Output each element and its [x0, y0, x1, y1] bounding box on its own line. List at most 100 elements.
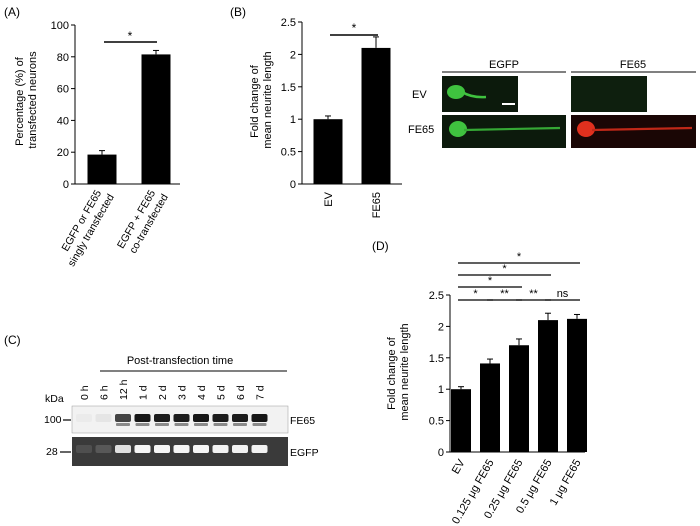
blot-band-fe65-9 — [251, 414, 268, 422]
blot-band-fe65-lower-3 — [135, 423, 150, 426]
chart-d-sig-label-1: * — [502, 263, 507, 275]
chart-a-ytick-label-1: 20 — [57, 147, 69, 159]
blot-lane-label-1: 6 h — [99, 385, 111, 400]
blot-band-fe65-lower-4 — [155, 423, 169, 426]
chart-d-significance: **** ** ** ns — [458, 251, 580, 301]
chart-d-ytick-label-3: 1.5 — [429, 353, 444, 365]
blot-band-fe65-lower-2 — [116, 423, 130, 426]
panel-label-c: (C) — [4, 333, 21, 347]
micrograph-ev-egfp-neurite — [461, 90, 487, 99]
blot-lane-label-2: 12 h — [118, 379, 130, 400]
blot-band-egfp-3 — [134, 445, 151, 453]
blot-lane-label-6: 4 d — [196, 385, 208, 400]
micrograph-row-ev: EV — [412, 89, 427, 101]
blot-band-egfp-2 — [115, 445, 131, 453]
chart-d-sig-label-4: ** — [500, 288, 509, 300]
blot-band-fe65-lower-6 — [194, 423, 208, 426]
chart-b-ytick-label-4: 2 — [290, 49, 296, 61]
blot-band-fe65-7 — [212, 414, 229, 422]
blot-band-fe65-8 — [232, 414, 248, 422]
blot-band-egfp-4 — [154, 445, 170, 453]
chart-a-ylabel-line1: Percentage (%) of — [14, 56, 26, 146]
panel-label-d: (D) — [372, 239, 389, 253]
chart-b-bar-0 — [313, 119, 343, 184]
blot-kda-label: kDa — [45, 393, 64, 405]
chart-b: 0 0.5 1 1.5 2 2.5 EV FE65 — [281, 17, 402, 218]
blot-band-fe65-6 — [193, 414, 209, 422]
chart-d-ytick-label-4: 2 — [438, 321, 444, 333]
chart-a-ylabel-line2: transfected neurons — [27, 51, 39, 149]
chart-d-bar-3 — [538, 320, 558, 452]
chart-d-bar-4 — [567, 318, 587, 452]
blot-band-fe65-3 — [134, 414, 151, 422]
chart-d-sig-label-0: * — [517, 251, 522, 263]
chart-b-ytick-label-3: 1.5 — [281, 82, 296, 94]
blot-band-fe65-lower-5 — [174, 423, 189, 426]
micrograph-col-egfp: EGFP — [489, 59, 519, 71]
chart-d-xtick-label-0: EV — [450, 457, 468, 476]
blot-band-fe65-2 — [115, 414, 131, 422]
chart-b-sig-star: * — [352, 21, 357, 35]
blot-band-egfp-5 — [173, 445, 190, 453]
blot-lane-label-8: 6 d — [235, 385, 247, 400]
chart-a-xtick-1: EGFP or FE65 singly transfected — [54, 185, 117, 268]
chart-d-ytick-label-1: 0.5 — [429, 416, 444, 428]
blot-lane-label-9: 7 d — [255, 385, 267, 400]
blot-band-fe65-lower-8 — [233, 423, 247, 426]
panel-label-a: (A) — [4, 5, 20, 19]
blot-band-fe65-lower-7 — [213, 423, 228, 426]
micrograph-fe65-fe65-neurite — [591, 126, 693, 132]
chart-d-bar-0 — [451, 389, 471, 452]
blot-lane-labels: 0 h 6 h 12 h 1 d 2 d 3 d 4 d 5 d 6 d 7 d — [79, 379, 267, 400]
chart-d-ytick-label-0: 0 — [438, 447, 444, 459]
blot-lane-label-3: 1 d — [138, 385, 150, 400]
micrograph-grid: EGFP FE65 EV FE65 — [408, 59, 696, 148]
micrograph-row-fe65: FE65 — [408, 124, 434, 136]
chart-d-sig-label-3: * — [473, 288, 478, 300]
blot-bands — [76, 414, 268, 453]
chart-a-bar-0 — [87, 154, 117, 184]
chart-a-ytick-label-0: 0 — [63, 179, 69, 191]
blot-lane-label-0: 0 h — [79, 385, 91, 400]
blot-label-egfp: EGFP — [290, 447, 319, 459]
blot-lane-label-7: 5 d — [216, 385, 228, 400]
chart-a-ytick-label-2: 40 — [57, 115, 69, 127]
blot-marker-28: 28 — [46, 446, 58, 458]
micrograph-fe65-egfp-neurite — [463, 126, 561, 132]
chart-a: 0 20 40 60 80 100 — [51, 20, 180, 191]
chart-b-ytick-label-2: 1 — [290, 114, 296, 126]
chart-a-ytick-label-3: 60 — [57, 84, 69, 96]
micrograph-ev-egfp-soma — [447, 85, 465, 99]
chart-d-ylabel-line1: Fold change of — [386, 336, 398, 410]
chart-a-bar-1 — [141, 54, 171, 184]
blot-title: Post-transfection time — [127, 355, 233, 367]
blot-band-fe65-1 — [95, 414, 112, 422]
chart-d-ytick-label-5: 2.5 — [429, 290, 444, 302]
blot-band-fe65-lower-9 — [252, 423, 267, 426]
chart-a-sig-star: * — [128, 29, 133, 43]
blot-band-fe65-5 — [173, 414, 190, 422]
chart-a-xtick-2: EGFP + FE65 co-transfected — [115, 185, 171, 257]
chart-d-ylabel: Fold change of mean neurite length — [386, 323, 411, 420]
chart-d-ylabel-line2: mean neurite length — [399, 323, 411, 420]
blot-band-egfp-1 — [95, 445, 112, 453]
chart-d-sig-label-6: ns — [557, 288, 569, 300]
chart-b-ylabel-line1: Fold change of — [249, 64, 261, 138]
blot-band-fe65-4 — [154, 414, 170, 422]
blot-lane-label-5: 3 d — [177, 385, 189, 400]
chart-d-ytick-label-2: 1 — [438, 384, 444, 396]
chart-b-xtick-label-1: FE65 — [371, 192, 383, 218]
chart-d-sig-label-2: * — [488, 275, 493, 287]
blot-band-egfp-9 — [251, 445, 268, 453]
blot-band-egfp-0 — [76, 445, 92, 453]
chart-b-ylabel: Fold change of mean neurite length — [249, 51, 274, 148]
chart-b-ytick-label-0: 0 — [290, 179, 296, 191]
chart-b-bar-1 — [361, 47, 391, 184]
chart-b-ytick-label-5: 2.5 — [281, 17, 296, 29]
chart-b-ylabel-line2: mean neurite length — [262, 51, 274, 148]
blot-band-egfp-7 — [212, 445, 229, 453]
chart-b-xtick-label-0: EV — [323, 191, 335, 206]
chart-b-ytick-label-1: 0.5 — [281, 147, 296, 159]
chart-a-ylabel: Percentage (%) of transfected neurons — [14, 51, 39, 149]
